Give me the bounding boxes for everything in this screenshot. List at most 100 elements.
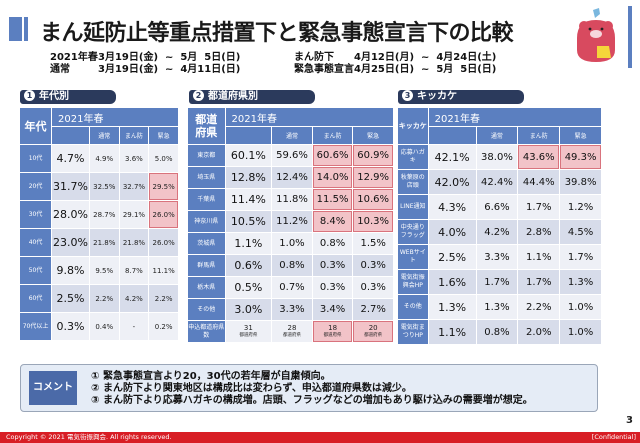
- cell-emergency: 2.7%: [353, 299, 393, 320]
- cell-normal: 12.4%: [272, 167, 312, 188]
- row-label: 10代: [20, 145, 52, 172]
- table-row: その他 1.3% 1.3% 2.2% 1.0%: [398, 295, 601, 319]
- cell-manbou: 21.8%: [119, 229, 149, 256]
- row-label: 30代: [20, 201, 52, 228]
- table-row: 40代 23.0% 21.8% 21.8% 26.0%: [20, 229, 178, 256]
- period-row: 通常 3月19日(金) ~ 4月11日(日): [50, 64, 240, 76]
- comment-lines: ① 緊急事態宣言より20，30代の若年層が自粛傾向。 ② まん防下より関東地区は…: [91, 371, 533, 407]
- count-unit: 都道府県: [282, 332, 301, 338]
- cell-emergency: 10.6%: [353, 189, 393, 210]
- right-accent-bar: [628, 6, 632, 68]
- cell-normal: 6.6%: [476, 195, 518, 219]
- cell-normal: 11.2%: [272, 211, 312, 232]
- comment-box: コメント ① 緊急事態宣言より20，30代の若年層が自粛傾向。 ② まん防下より…: [20, 364, 598, 412]
- period-legend-left: 2021年春 3月19日(金) ~ 5月 5日(日) 通常 3月19日(金) ~ 4…: [50, 52, 240, 76]
- col-header-normal: 通常: [89, 127, 119, 144]
- cell-manbou: 1.1%: [518, 245, 560, 269]
- pikachu-icon: [597, 46, 611, 58]
- table-row: 電気街まつりHP 1.1% 0.8% 2.0% 1.0%: [398, 320, 601, 344]
- row-label: 電気街まつりHP: [398, 320, 428, 344]
- cell-manbou: 11.5%: [312, 189, 353, 210]
- table-row: 60代 2.5% 2.2% 4.2% 2.2%: [20, 285, 178, 312]
- period-label: 緊急事態宣言: [294, 64, 354, 75]
- cell-normal: 21.8%: [89, 229, 119, 256]
- cell-manbou: 32.7%: [119, 173, 149, 200]
- cell-manbou: 3.6%: [119, 145, 149, 172]
- table-row: 千葉県 11.4% 11.8% 11.5% 10.6%: [188, 189, 393, 210]
- cell-emergency: 12.9%: [353, 167, 393, 188]
- cell-manbou: -: [119, 313, 149, 340]
- cell-total: 60.1%: [225, 145, 272, 166]
- cell-total: 0.6%: [225, 255, 272, 276]
- cell-emergency: 1.7%: [560, 245, 601, 269]
- col-header-normal: 通常: [272, 127, 312, 144]
- count-total: 31 都道府県: [225, 321, 272, 342]
- row-label: 70代以上: [20, 313, 52, 340]
- count-unit: 都道府県: [239, 332, 258, 338]
- cell-total: 28.0%: [52, 201, 89, 228]
- table-row: 20代 31.7% 32.5% 32.7% 29.5%: [20, 173, 178, 200]
- pref-table: 都道府県 2021年春 通常 まん防 緊急 東京都 60.1% 59.6% 60.6% 60.…: [187, 107, 394, 343]
- cell-emergency: 39.8%: [560, 170, 601, 194]
- row-label: WEBサイト: [398, 245, 428, 269]
- bird-icon: [593, 8, 600, 18]
- cell-emergency: 11.1%: [149, 257, 178, 284]
- cell-emergency: 29.5%: [149, 173, 178, 200]
- table-row: 群馬県 0.6% 0.8% 0.3% 0.3%: [188, 255, 393, 276]
- footer: Copyright © 2021 電気街振興会. All rights rese…: [0, 432, 640, 443]
- section-number: 1: [24, 90, 35, 101]
- comment-tag: コメント: [29, 371, 77, 405]
- period-range: 3月19日(金) ~ 5月 5日(日): [98, 52, 241, 63]
- cell-total: 4.7%: [52, 145, 89, 172]
- cell-emergency: 0.3%: [353, 277, 393, 298]
- count-value: 18: [328, 323, 338, 332]
- table-row: 電気街振興会HP 1.6% 1.7% 1.7% 1.3%: [398, 270, 601, 294]
- row-label: 千葉県: [188, 189, 225, 210]
- trigger-rows: 応募ハガキ 42.1% 38.0% 43.6% 49.3% 秋葉原の店頭 42.0% 42.4…: [398, 145, 601, 344]
- cell-total: 1.6%: [428, 270, 476, 294]
- row-label: その他: [188, 299, 225, 320]
- comment-line: ② まん防下より関東地区は構成比は変わらず、申込都道府県数は減少。: [91, 383, 412, 394]
- cell-total: 9.8%: [52, 257, 89, 284]
- col-header-manbou: まん防: [518, 127, 560, 144]
- table-row: 東京都 60.1% 59.6% 60.6% 60.9%: [188, 145, 393, 166]
- row-header: キッカケ: [398, 108, 428, 144]
- count-value: 20: [368, 323, 378, 332]
- cell-manbou: 3.4%: [312, 299, 353, 320]
- section-number: 3: [402, 90, 413, 101]
- table-row: LINE通知 4.3% 6.6% 1.7% 1.2%: [398, 195, 601, 219]
- cell-normal: 1.3%: [476, 295, 518, 319]
- count-normal: 28 都道府県: [272, 321, 312, 342]
- cell-normal: 59.6%: [272, 145, 312, 166]
- period-label: 通常: [50, 64, 70, 75]
- cell-manbou: 2.0%: [518, 320, 560, 344]
- cell-total: 2.5%: [52, 285, 89, 312]
- cell-total: 0.5%: [225, 277, 272, 298]
- pref-rows: 東京都 60.1% 59.6% 60.6% 60.9% 埼玉県 12.8% 12.4% 14.0…: [188, 145, 393, 320]
- period-row: 2021年春 3月19日(金) ~ 5月 5日(日): [50, 52, 240, 64]
- cell-emergency: 1.0%: [560, 320, 601, 344]
- cell-normal: 32.5%: [89, 173, 119, 200]
- cell-emergency: 26.0%: [149, 201, 178, 228]
- table-row: WEBサイト 2.5% 3.3% 1.1% 1.7%: [398, 245, 601, 269]
- cell-emergency: 60.9%: [353, 145, 393, 166]
- cell-total: 1.3%: [428, 295, 476, 319]
- row-label: 東京都: [188, 145, 225, 166]
- period-range: 4月25日(日) ~ 5月 5日(日): [354, 64, 497, 75]
- col-header-normal: 通常: [476, 127, 518, 144]
- cell-normal: 2.2%: [89, 285, 119, 312]
- section-title: キッカケ: [417, 91, 457, 102]
- section-header-pref: 2 都道府県別: [189, 90, 315, 104]
- cell-total: 11.4%: [225, 189, 272, 210]
- cell-total: 1.1%: [225, 233, 272, 254]
- table-row: 50代 9.8% 9.5% 8.7% 11.1%: [20, 257, 178, 284]
- cell-manbou: 2.2%: [518, 295, 560, 319]
- row-label: その他: [398, 295, 428, 319]
- cell-normal: 0.8%: [476, 320, 518, 344]
- cell-normal: 0.4%: [89, 313, 119, 340]
- table-row: 70代以上 0.3% 0.4% -0.2%: [20, 313, 178, 340]
- cell-emergency: 5.0%: [149, 145, 178, 172]
- row-label: 群馬県: [188, 255, 225, 276]
- section-number: 2: [193, 90, 204, 101]
- period-range: 3月19日(金) ~ 4月11日(日): [98, 64, 241, 75]
